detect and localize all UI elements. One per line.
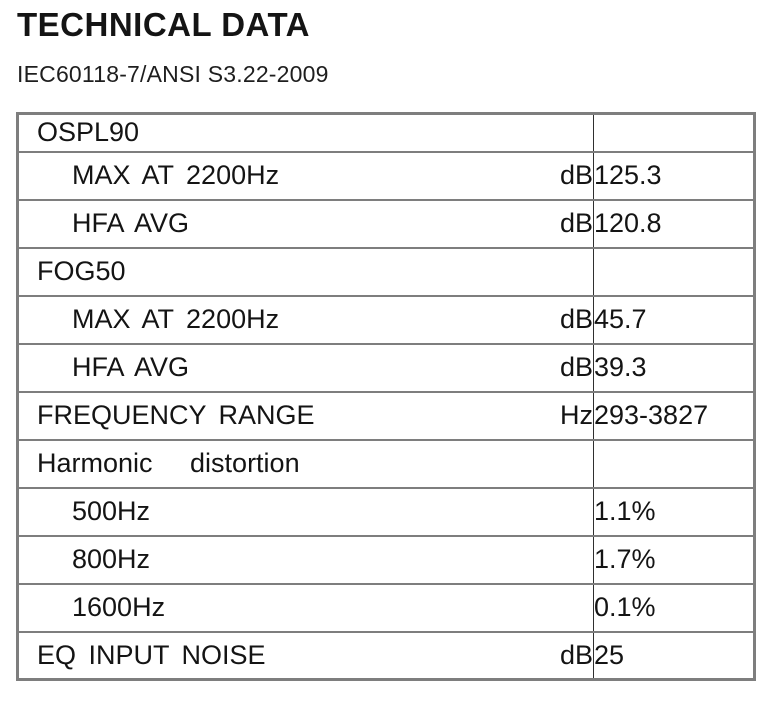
- table-row: 800Hz 1.7%: [17, 534, 755, 584]
- table-row: 500Hz 1.1%: [17, 486, 755, 536]
- row-value: [593, 438, 755, 488]
- row-value: 39.3: [593, 342, 755, 392]
- table-row: OSPL90: [18, 113, 755, 152]
- row-label: 800Hz: [17, 534, 448, 584]
- row-unit: [447, 486, 594, 536]
- row-unit: Hz: [447, 390, 594, 440]
- table-row: EQ INPUT NOISE dB 25: [17, 630, 755, 680]
- table-row: HFA AVG dB 120.8: [17, 198, 755, 248]
- row-unit: [448, 114, 594, 152]
- row-unit: [447, 582, 594, 632]
- row-label: 1600Hz: [17, 582, 448, 632]
- row-label: Harmonic distortion: [17, 438, 448, 488]
- row-label: FOG50: [17, 246, 448, 296]
- table-row: Harmonic distortion: [17, 438, 755, 488]
- row-label: 500Hz: [17, 486, 448, 536]
- row-unit: dB: [447, 294, 594, 344]
- table-row: MAX AT 2200Hz dB 45.7: [17, 294, 755, 344]
- row-unit: dB: [447, 630, 594, 680]
- row-value: 120.8: [593, 198, 755, 248]
- row-value: 1.7%: [593, 534, 755, 584]
- row-value: 1.1%: [593, 486, 755, 536]
- row-value: [593, 113, 755, 152]
- table-row: HFA AVG dB 39.3: [17, 342, 755, 392]
- row-unit: dB: [447, 150, 594, 200]
- spec-table: OSPL90 MAX AT 2200Hz dB 125.3 HFA AVG dB…: [16, 112, 756, 681]
- table-row: MAX AT 2200Hz dB 125.3: [17, 150, 755, 200]
- row-value: 0.1%: [593, 582, 755, 632]
- row-value: [593, 246, 755, 296]
- row-label: EQ INPUT NOISE: [17, 630, 448, 680]
- row-unit: [447, 246, 594, 296]
- row-label: OSPL90: [37, 117, 140, 148]
- row-unit: [447, 438, 594, 488]
- row-label: MAX AT 2200Hz: [17, 150, 448, 200]
- row-unit: [447, 534, 594, 584]
- page-title: TECHNICAL DATA: [17, 6, 310, 43]
- row-value: 125.3: [593, 150, 755, 200]
- table-row: 1600Hz 0.1%: [17, 582, 755, 632]
- row-label: HFA AVG: [17, 198, 448, 248]
- row-label: MAX AT 2200Hz: [17, 294, 448, 344]
- row-unit: dB: [447, 342, 594, 392]
- table-row: FREQUENCY RANGE Hz 293-3827: [17, 390, 755, 440]
- row-value: 45.7: [593, 294, 755, 344]
- row-value: 25: [593, 630, 755, 680]
- row-label: FREQUENCY RANGE: [17, 390, 448, 440]
- row-label: HFA AVG: [17, 342, 448, 392]
- standard-reference: IEC60118-7/ANSI S3.22-2009: [17, 61, 329, 87]
- row-value: 293-3827: [593, 390, 755, 440]
- row-unit: dB: [447, 198, 594, 248]
- table-row: FOG50: [17, 246, 755, 296]
